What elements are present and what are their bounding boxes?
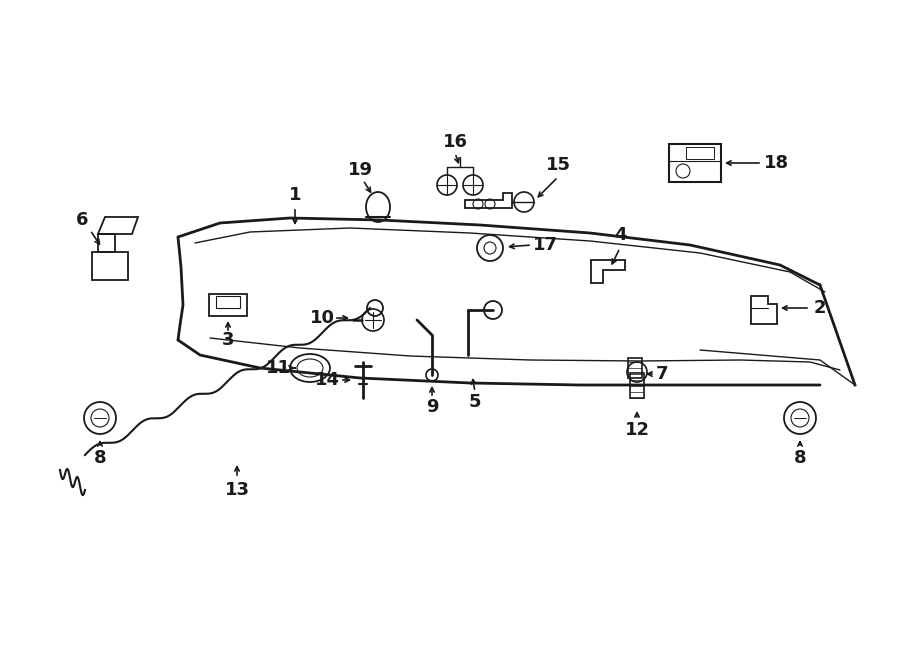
Bar bbox=[216, 296, 240, 308]
Bar bbox=[686, 147, 714, 159]
Text: 15: 15 bbox=[545, 156, 571, 174]
Text: 6: 6 bbox=[76, 211, 88, 229]
Text: 8: 8 bbox=[94, 449, 106, 467]
Text: 13: 13 bbox=[224, 481, 249, 499]
Text: 16: 16 bbox=[443, 133, 467, 151]
Text: 9: 9 bbox=[426, 398, 438, 416]
Text: 1: 1 bbox=[289, 186, 302, 204]
Text: 19: 19 bbox=[347, 161, 373, 179]
Text: 17: 17 bbox=[533, 236, 557, 254]
Bar bbox=[209, 294, 247, 316]
Text: 10: 10 bbox=[310, 309, 335, 327]
Text: 5: 5 bbox=[469, 393, 482, 411]
Text: 11: 11 bbox=[266, 359, 291, 377]
Text: 4: 4 bbox=[614, 226, 626, 244]
Text: 14: 14 bbox=[314, 371, 339, 389]
Bar bbox=[630, 373, 644, 397]
Text: 12: 12 bbox=[625, 421, 650, 439]
Text: 8: 8 bbox=[794, 449, 806, 467]
Text: 18: 18 bbox=[764, 154, 789, 172]
Text: 3: 3 bbox=[221, 331, 234, 349]
Text: 7: 7 bbox=[656, 365, 668, 383]
Bar bbox=[669, 144, 721, 182]
Text: 2: 2 bbox=[814, 299, 826, 317]
Bar bbox=[628, 358, 642, 378]
